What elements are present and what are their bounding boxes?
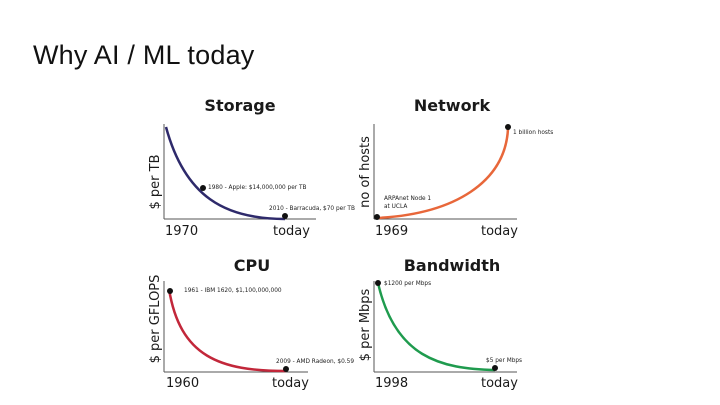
bandwidth-label-today: $5 per Mbps [486, 358, 522, 364]
bandwidth-chart: Bandwidth $1200 per Mbps $5 per Mbps $ p… [355, 247, 570, 397]
storage-label-1980: 1980 - Apple: $14,000,000 per TB [208, 185, 307, 191]
bandwidth-tick-start: 1998 [375, 376, 408, 391]
storage-chart: Storage 1980 - Apple: $14,000,000 per TB… [145, 92, 360, 242]
network-chart: Network ARPAnet Node 1 at UCLA 1 billion… [355, 92, 570, 242]
cpu-tick-end: today [272, 376, 309, 391]
network-label-1969-line1: ARPAnet Node 1 [384, 196, 431, 202]
network-y-label: no of hosts [358, 136, 373, 208]
bandwidth-point-1998 [375, 280, 381, 286]
cpu-label-1961: 1961 - IBM 1620, $1,100,000,000 [184, 288, 282, 294]
network-label-1969-line2: at UCLA [384, 204, 407, 210]
cpu-point-2009 [283, 366, 289, 372]
storage-point-2010 [282, 213, 288, 219]
bandwidth-y-label: $ per Mbps [358, 288, 373, 361]
cpu-tick-start: 1960 [166, 376, 199, 391]
cpu-y-label: $ per GFLOPS [148, 275, 163, 364]
storage-chart-title: Storage [204, 96, 275, 115]
bandwidth-chart-title: Bandwidth [404, 256, 501, 275]
network-curve [376, 128, 510, 220]
cpu-chart: CPU 1961 - IBM 1620, $1,100,000,000 2009… [145, 247, 360, 397]
storage-tick-start: 1970 [165, 224, 198, 239]
network-tick-start: 1969 [375, 224, 408, 239]
cpu-label-2009: 2009 - AMD Radeon, $0.59 [276, 359, 354, 365]
network-tick-end: today [481, 224, 518, 239]
network-point-today [505, 124, 511, 130]
storage-point-1980 [200, 185, 206, 191]
cpu-curve [167, 288, 287, 373]
network-chart-title: Network [414, 96, 491, 115]
slide-title: Why AI / ML today [33, 40, 255, 70]
cpu-point-1961 [167, 288, 173, 294]
storage-y-label: $ per TB [148, 155, 163, 210]
network-label-today: 1 billion hosts [513, 130, 553, 136]
bandwidth-tick-end: today [481, 376, 518, 391]
cpu-chart-title: CPU [234, 256, 270, 275]
storage-label-2010: 2010 - Barracuda, $70 per TB [269, 206, 355, 212]
bandwidth-label-1998: $1200 per Mbps [384, 281, 431, 287]
bandwidth-point-today [492, 365, 498, 371]
network-point-1969 [374, 214, 380, 220]
storage-tick-end: today [273, 224, 310, 239]
storage-curve [164, 126, 286, 221]
bandwidth-curve [376, 282, 496, 372]
